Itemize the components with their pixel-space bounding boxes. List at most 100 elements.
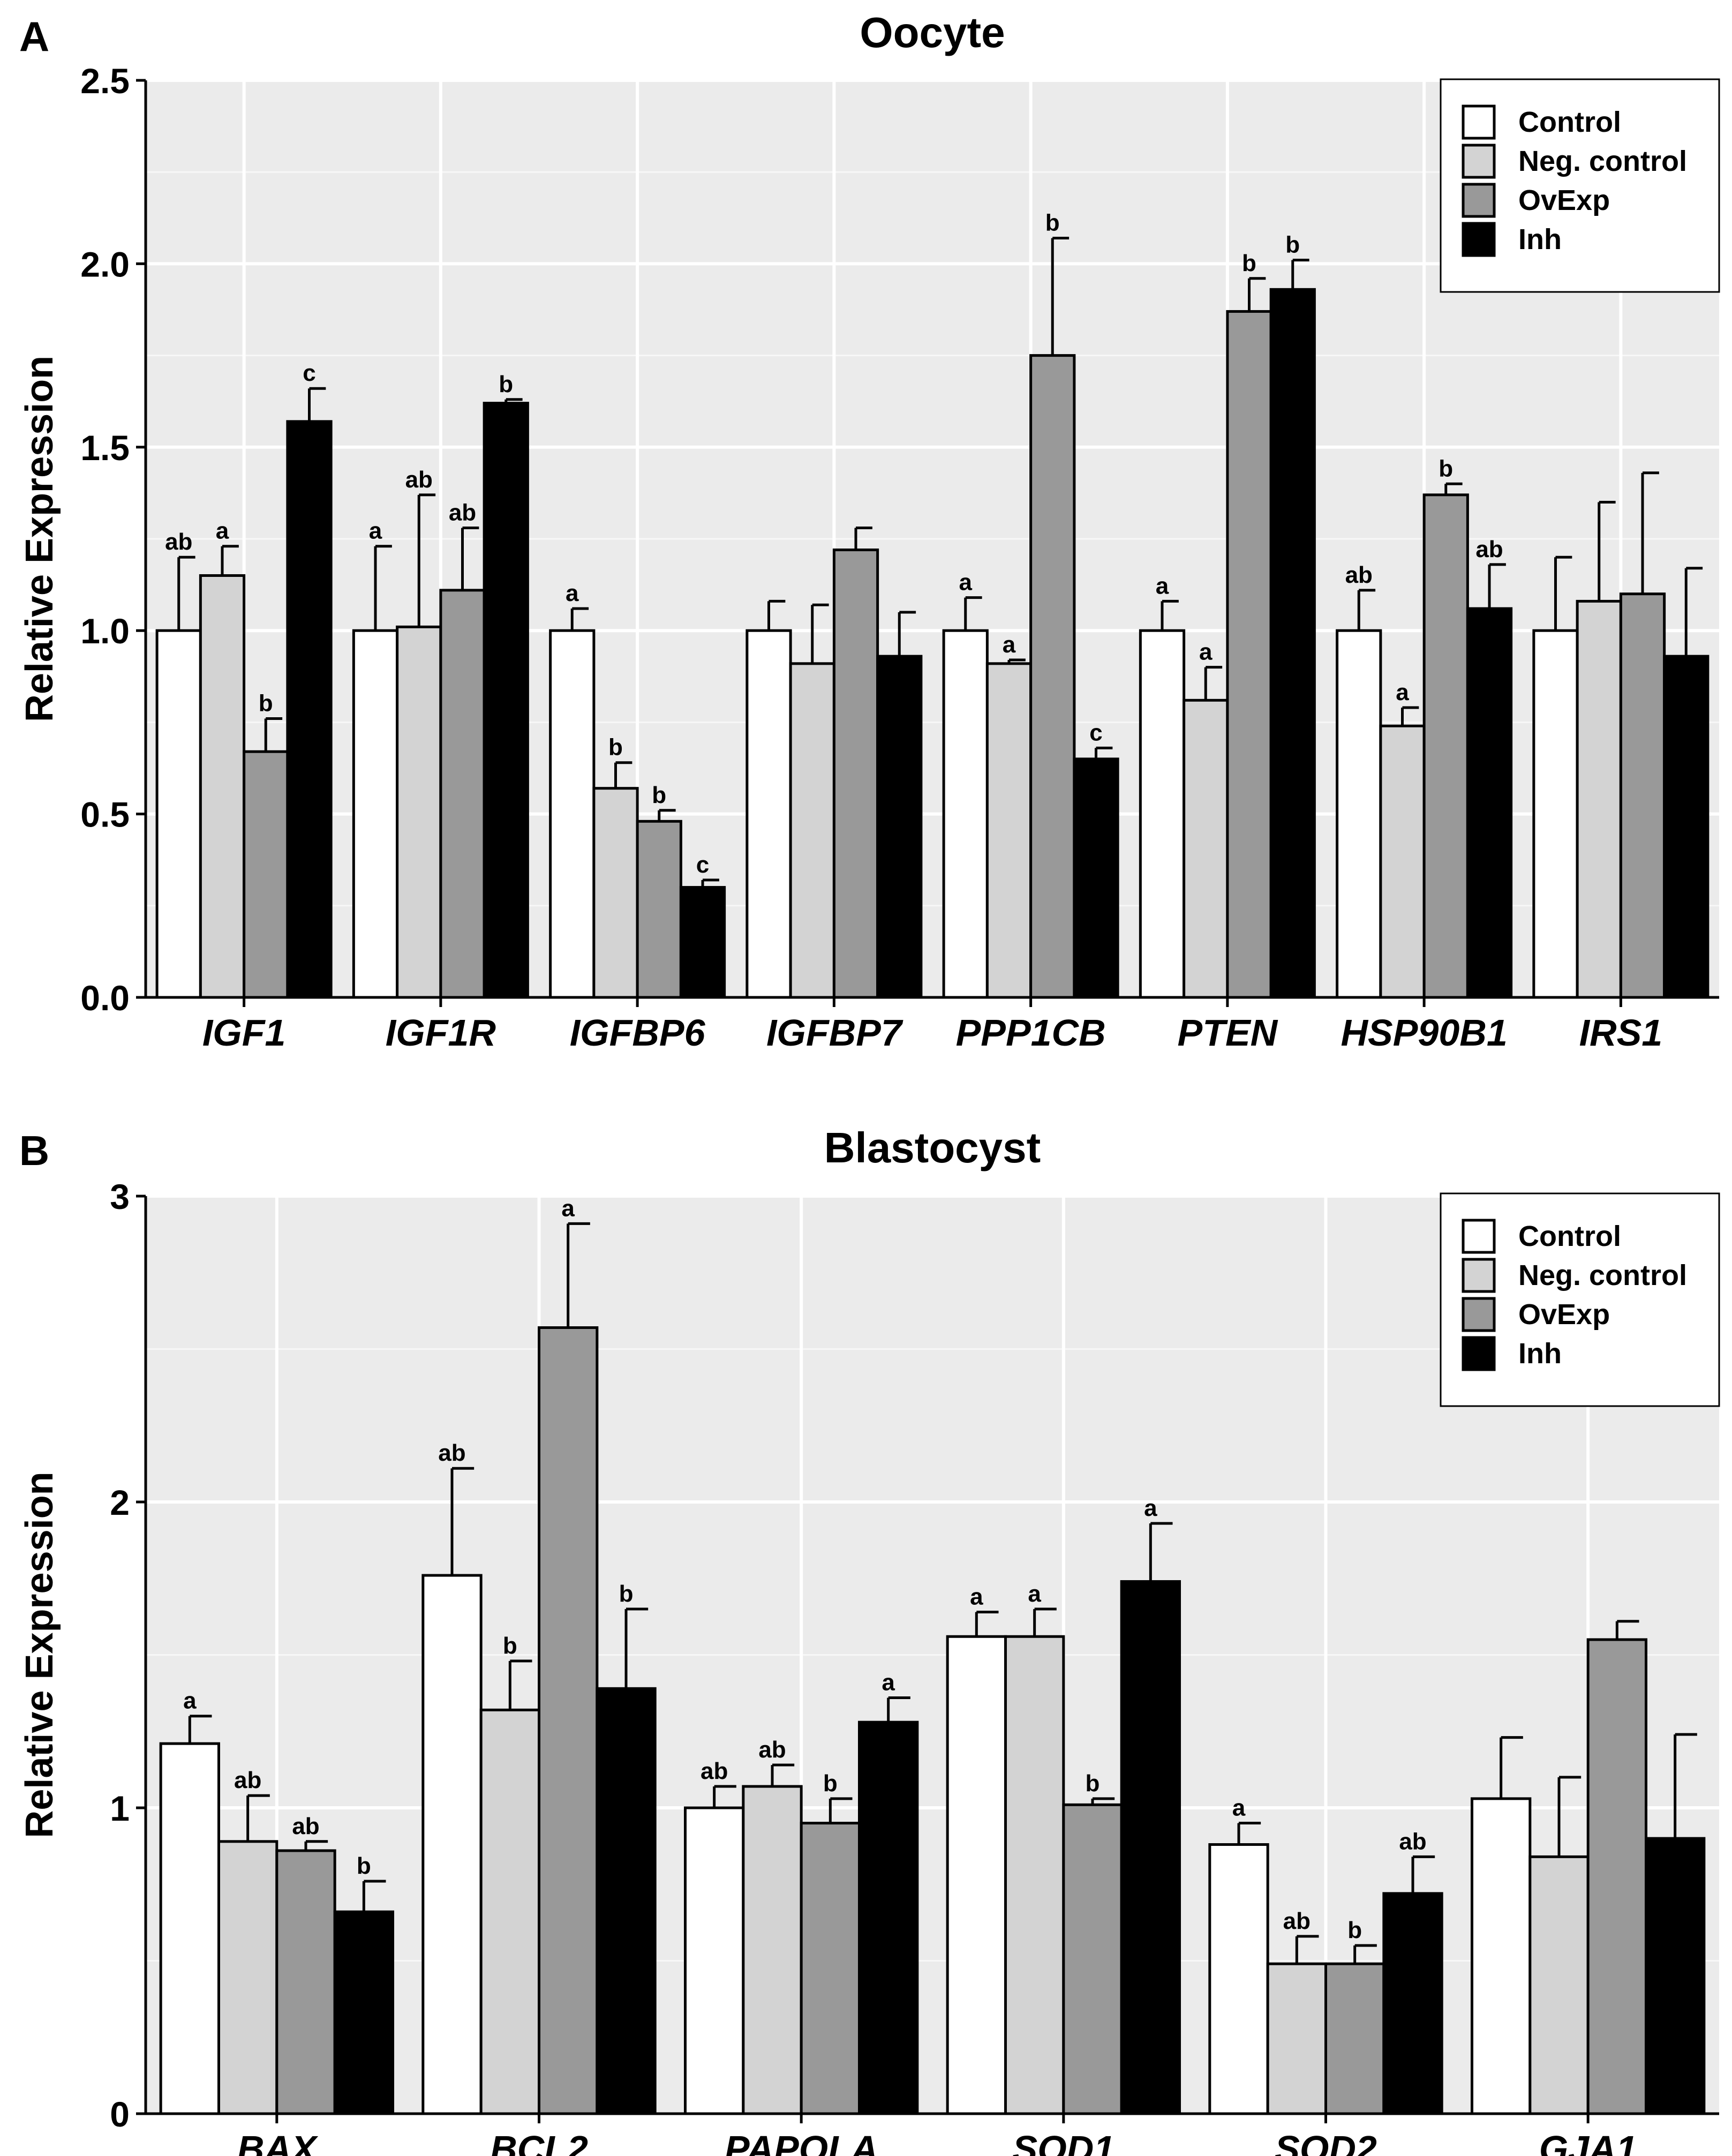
y-tick-label: 0.5: [80, 795, 130, 835]
bar-ppp1cb-neg-control: [985, 662, 1033, 999]
bar-bax-ovexp: [275, 1849, 336, 2115]
x-tick-label: IGF1: [202, 1012, 286, 1054]
legend-swatch: [1462, 1258, 1496, 1293]
significance-letter: b: [652, 782, 666, 808]
significance-letter: ab: [1345, 562, 1373, 588]
x-tick-label: HSP90B1: [1341, 1012, 1507, 1054]
significance-letter: ab: [292, 1813, 319, 1839]
significance-letter: a: [1396, 679, 1409, 705]
bar-igf1-neg-control: [199, 574, 246, 999]
y-tick-label: 2.5: [80, 61, 130, 101]
x-tick-label: IGFBP7: [766, 1012, 903, 1054]
bar-igfbp6-neg-control: [592, 787, 639, 999]
significance-letter: b: [1347, 1917, 1362, 1943]
panel-a: ab abcaababbabbcaabcaabbababab0.00.51.01.…: [18, 9, 1720, 1054]
significance-letter: a: [882, 1669, 895, 1695]
bar-bcl2-ovexp: [538, 1326, 599, 2115]
significance-letter: ab: [758, 1737, 786, 1763]
y-tick-label: 2.0: [80, 244, 130, 284]
significance-letter: ab: [1475, 536, 1503, 562]
legend-swatch: [1462, 1336, 1496, 1371]
significance-letter: a: [970, 1584, 983, 1610]
bar-bax-control: [159, 1742, 220, 2115]
x-tick-label: IGFBP6: [570, 1012, 706, 1054]
legend-label: Neg. control: [1518, 1259, 1687, 1291]
bar-sod2-inh: [1382, 1892, 1443, 2115]
bar-hsp90b1-ovexp: [1422, 493, 1469, 999]
chart-title: Oocyte: [860, 9, 1005, 56]
x-tick-label: SOD2: [1275, 2128, 1377, 2156]
significance-letter: a: [369, 518, 382, 544]
significance-letter: b: [608, 734, 623, 761]
bar-pten-control: [1139, 629, 1186, 999]
significance-letter: a: [1232, 1795, 1246, 1821]
bar-sod2-control: [1208, 1843, 1269, 2115]
significance-letter: ab: [234, 1767, 261, 1793]
significance-letter: b: [619, 1581, 634, 1607]
y-axis-title: Relative Expression: [18, 356, 61, 722]
y-tick-label: 3: [110, 1177, 130, 1216]
bar-papola-control: [683, 1806, 745, 2115]
bar-hsp90b1-neg-control: [1379, 724, 1426, 999]
legend-swatch: [1462, 183, 1496, 218]
significance-letter: a: [1144, 1495, 1157, 1521]
significance-letter: ab: [405, 467, 433, 493]
significance-letter: a: [1156, 573, 1169, 599]
bar-bax-inh: [333, 1910, 395, 2115]
y-tick-label: 0: [110, 2094, 130, 2134]
bar-igfbp7-neg-control: [789, 662, 835, 999]
bar-papola-neg-control: [742, 1785, 803, 2115]
bar-igfbp6-ovexp: [636, 820, 682, 999]
significance-letter: b: [357, 1853, 371, 1879]
significance-letter: b: [1439, 455, 1453, 482]
bar-irs1-inh: [1663, 655, 1710, 999]
bar-sod1-ovexp: [1062, 1803, 1123, 2115]
bar-gja1-neg-control: [1528, 1855, 1590, 2115]
significance-letter: ab: [701, 1758, 728, 1784]
bar-sod1-neg-control: [1004, 1635, 1065, 2115]
legend-label: Control: [1518, 1220, 1621, 1252]
y-tick-label: 1.0: [80, 611, 130, 651]
bar-irs1-ovexp: [1619, 592, 1666, 999]
bar-hsp90b1-inh: [1466, 607, 1513, 999]
panel-label: A: [19, 13, 49, 60]
bar-gja1-control: [1470, 1797, 1532, 2115]
panel-label: B: [19, 1127, 49, 1174]
significance-letter: a: [561, 1195, 575, 1221]
bar-bax-neg-control: [217, 1840, 278, 2115]
legend-label: Inh: [1518, 1338, 1562, 1370]
bar-igf1r-neg-control: [396, 625, 442, 999]
legend-label: Inh: [1518, 223, 1562, 256]
bar-igf1-ovexp: [243, 750, 289, 999]
significance-letter: ab: [449, 499, 476, 525]
legend-swatch: [1462, 144, 1496, 179]
legend: Control Neg. control OvExp Inh: [1440, 78, 1720, 293]
x-tick-label: IGF1R: [386, 1012, 496, 1054]
bar-irs1-neg-control: [1576, 599, 1622, 999]
bar-papola-inh: [858, 1721, 919, 2115]
bar-ppp1cb-ovexp: [1029, 354, 1076, 999]
bar-sod1-inh: [1120, 1580, 1181, 2115]
significance-letter: c: [696, 852, 709, 878]
y-tick-label: 2: [110, 1483, 130, 1522]
significance-letter: c: [303, 360, 315, 386]
significance-letter: ab: [165, 529, 192, 555]
significance-letter: a: [959, 569, 973, 596]
significance-letter: b: [1045, 209, 1060, 236]
x-tick-label: PPP1CB: [956, 1012, 1106, 1054]
legend-label: Neg. control: [1518, 145, 1687, 177]
significance-letter: b: [259, 690, 273, 717]
x-tick-label: GJA1: [1539, 2128, 1637, 2156]
significance-letter: b: [503, 1633, 517, 1659]
bar-igf1-control: [155, 629, 202, 999]
x-tick-label: PTEN: [1178, 1012, 1278, 1054]
bar-igf1r-control: [352, 629, 399, 999]
x-tick-label: PAPOLA: [725, 2128, 878, 2156]
y-tick-label: 1.5: [80, 428, 130, 468]
significance-letter: a: [183, 1688, 197, 1714]
legend-swatch: [1462, 1219, 1496, 1254]
bar-sod1-control: [946, 1635, 1007, 2115]
bar-igfbp7-control: [745, 629, 792, 999]
